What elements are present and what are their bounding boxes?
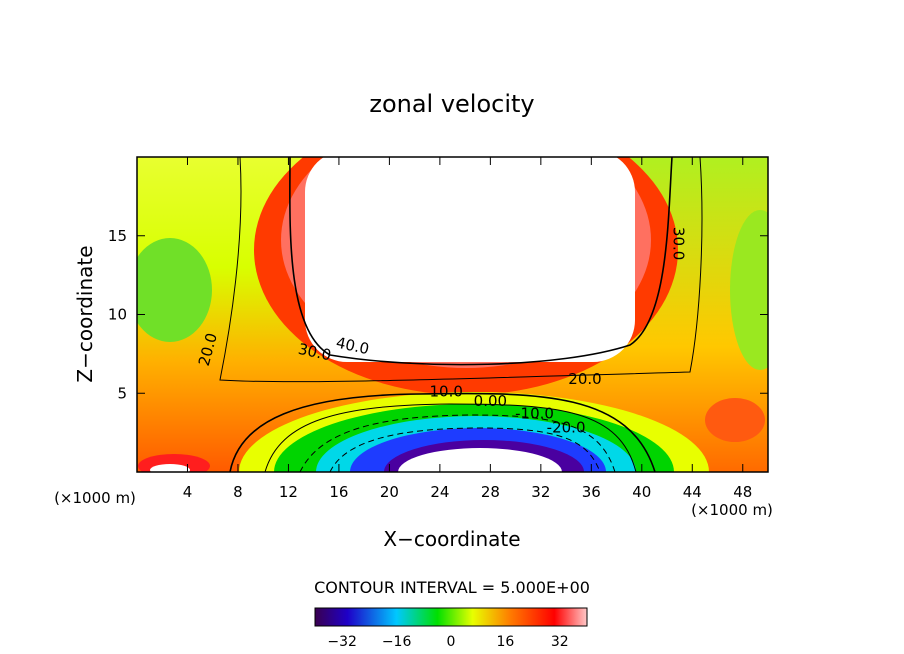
x-axis-ticks: 4 8 12 16 20 24 28 32 36 40 44 48	[183, 157, 752, 501]
colorbar	[314, 607, 588, 627]
y-tick-label: 5	[117, 384, 127, 402]
x-tick-label: 12	[279, 483, 298, 501]
chart-title: zonal velocity	[369, 90, 534, 118]
contour-label: 0.00	[474, 392, 507, 410]
x-tick-label: 48	[733, 483, 752, 501]
x-unit-left: (×1000 m)	[54, 489, 136, 507]
x-tick-label: 8	[233, 483, 243, 501]
x-tick-label: 44	[683, 483, 702, 501]
contour-label: 20.0	[568, 370, 601, 388]
x-tick-label: 16	[329, 483, 348, 501]
contour-20	[219, 157, 703, 383]
contour-label: 30.0	[669, 227, 687, 260]
colorbar-tick-label: 16	[496, 634, 514, 650]
colorbar-tick-label: −32	[327, 634, 357, 650]
contour-label: -10.0	[515, 404, 554, 422]
colorbar-ticks: −32 −16 0 16 32	[327, 634, 568, 650]
contour-field: 40.030.030.020.020.010.00.00-10.0-20.0	[137, 157, 768, 472]
y-axis-label: Z−coordinate	[73, 245, 97, 382]
x-tick-label: 4	[183, 483, 193, 501]
y-tick-label: 10	[108, 306, 127, 324]
colorbar-tick-label: 32	[551, 634, 569, 650]
x-tick-label: 20	[380, 483, 399, 501]
jet-core	[305, 157, 635, 362]
colorbar-tick-label: 0	[447, 634, 456, 650]
y-axis-ticks: 5 10 15	[108, 227, 768, 402]
contour-10	[229, 392, 656, 472]
contour-interval-label: CONTOUR INTERVAL = 5.000E+00	[314, 578, 590, 597]
x-axis-label: X−coordinate	[383, 527, 520, 551]
contour-30	[289, 157, 673, 366]
green-region-left	[137, 238, 212, 342]
contour-neg10	[299, 414, 616, 472]
y-tick-label: 15	[108, 227, 127, 245]
colorbar-tick-label: −16	[382, 634, 412, 650]
white-patch-bottom-left	[150, 464, 190, 472]
x-tick-label: 32	[531, 483, 550, 501]
green-region-right	[730, 210, 768, 370]
contour-labels: 40.030.030.020.020.010.00.00-10.0-20.0	[195, 227, 687, 437]
x-tick-label: 40	[632, 483, 651, 501]
red-patch-right	[705, 398, 765, 442]
flow-core	[398, 448, 562, 472]
x-unit-right: (×1000 m)	[691, 501, 773, 519]
contour-label: -20.0	[547, 419, 586, 437]
contour-neg20	[329, 427, 601, 472]
x-tick-label: 36	[582, 483, 601, 501]
x-tick-label: 24	[430, 483, 449, 501]
contour-label: 10.0	[429, 382, 462, 400]
x-tick-label: 28	[481, 483, 500, 501]
contour-0	[264, 403, 637, 472]
